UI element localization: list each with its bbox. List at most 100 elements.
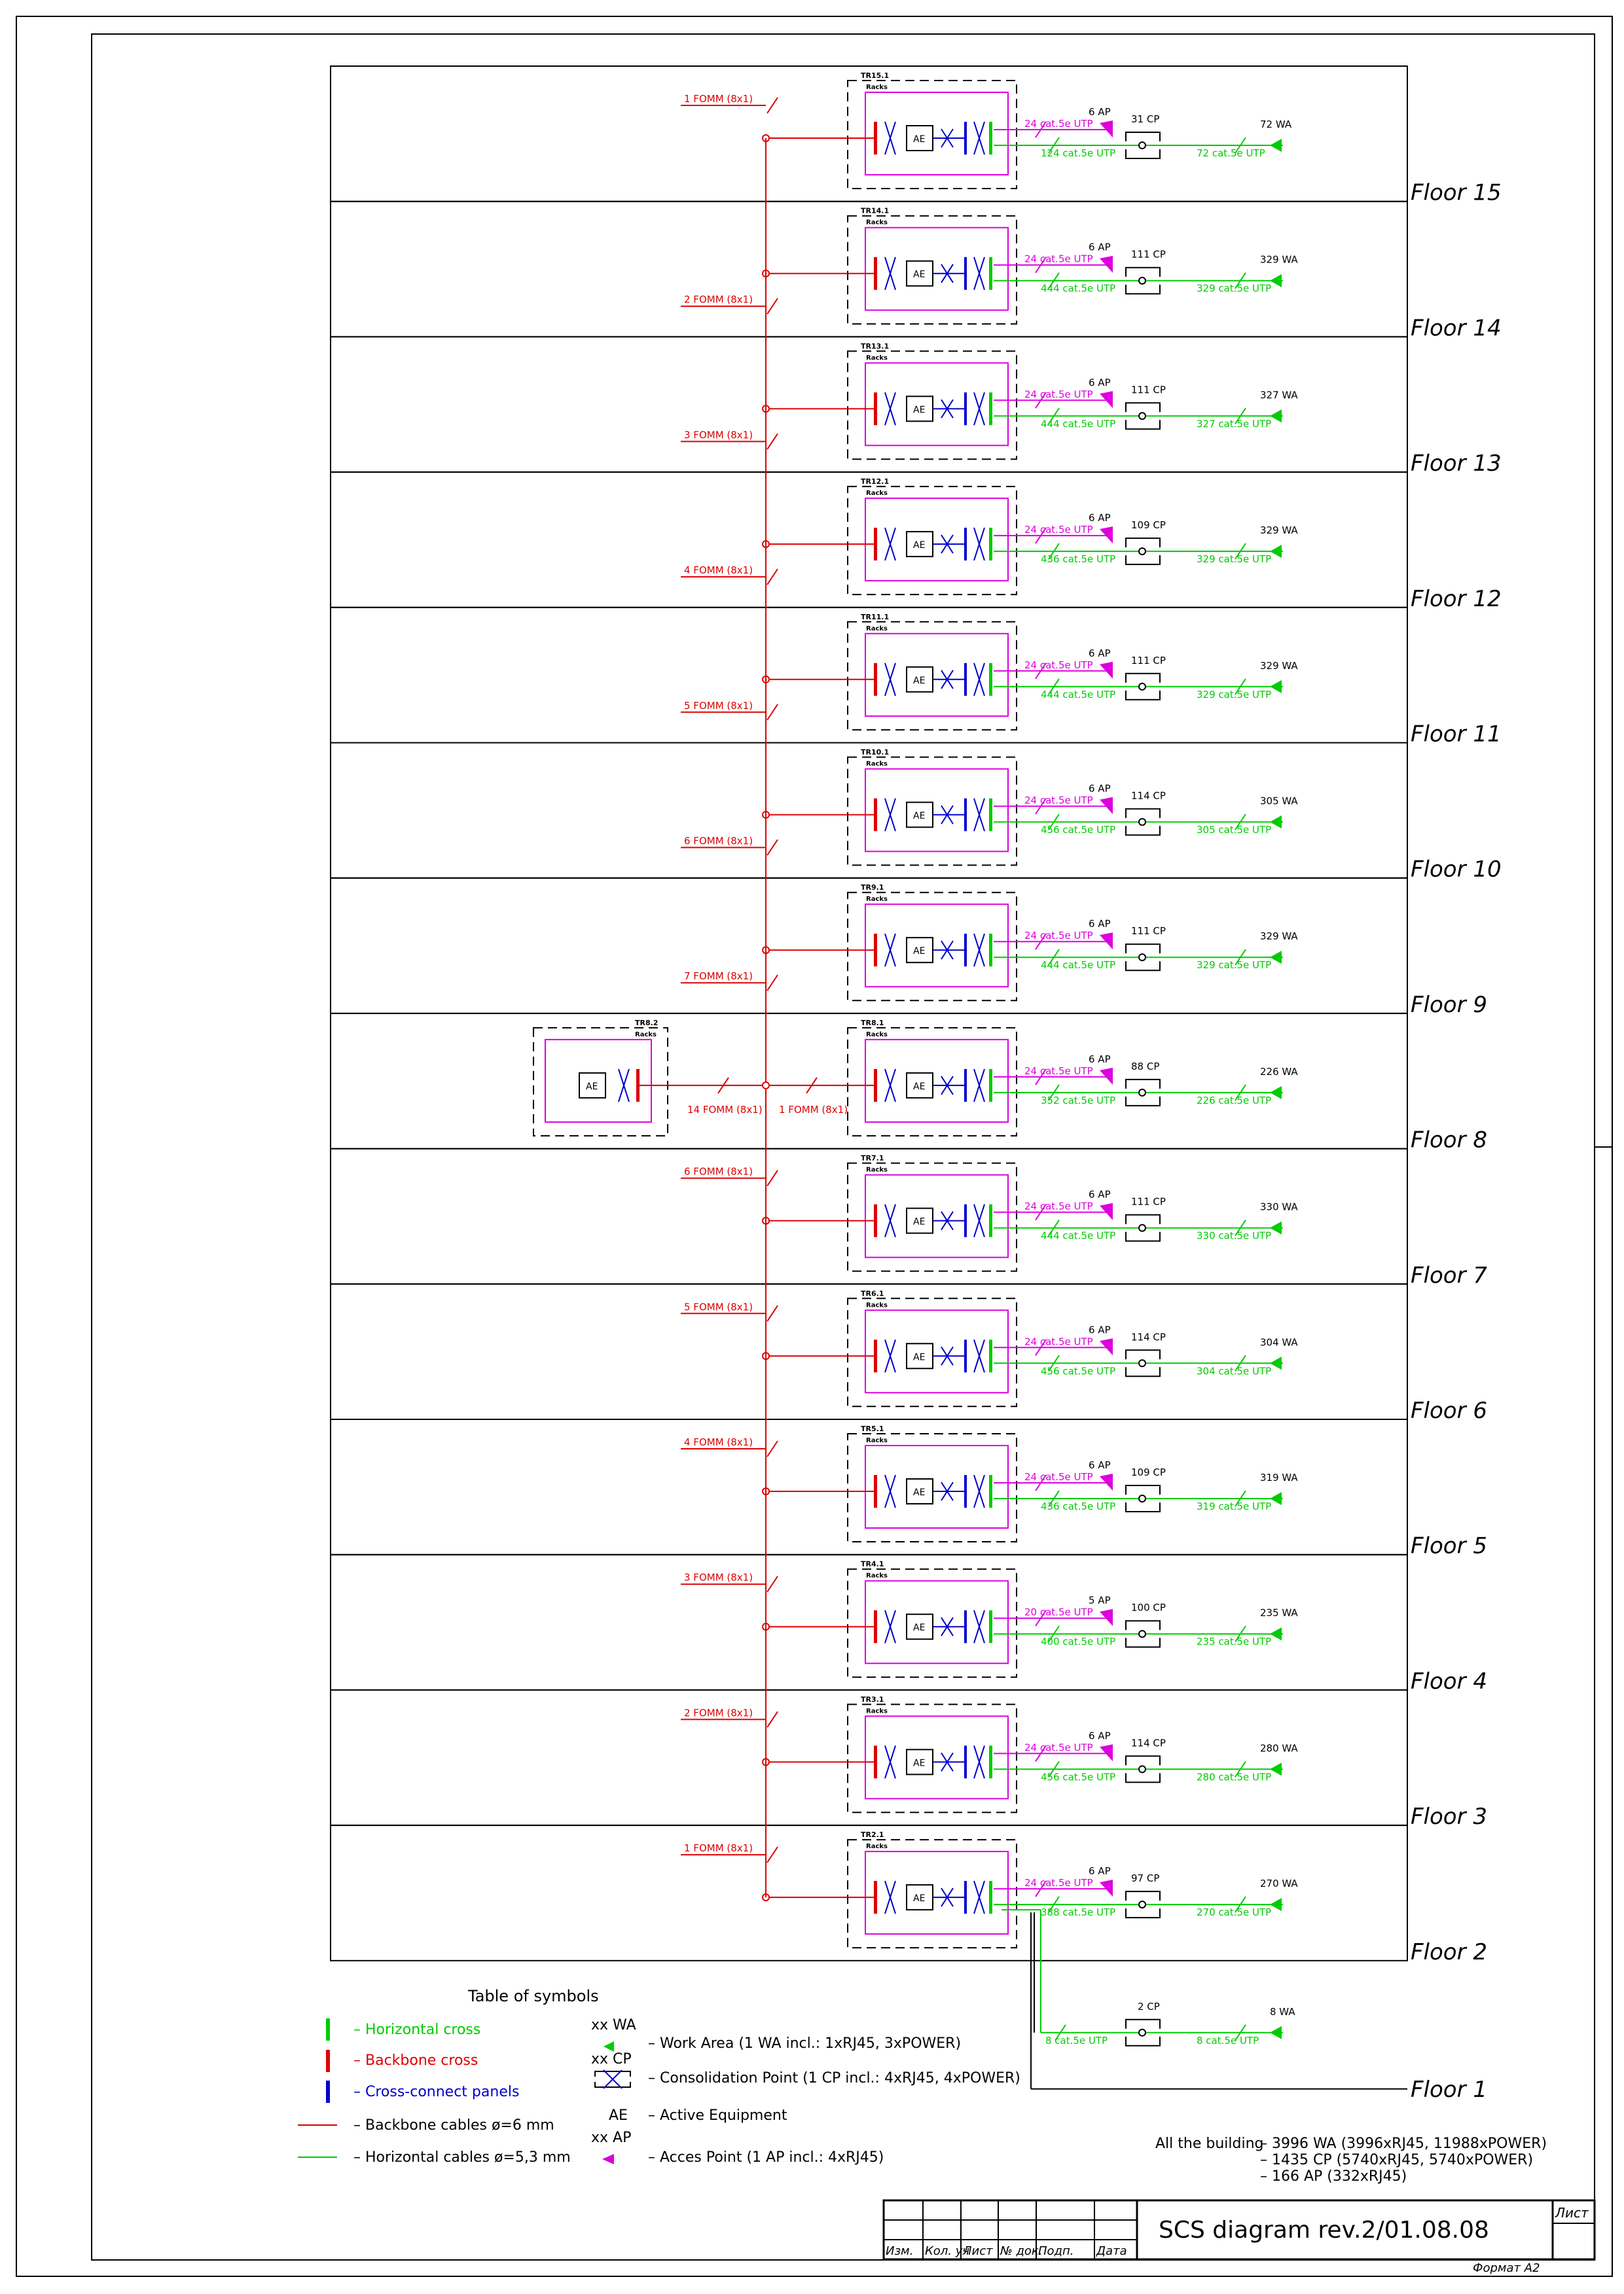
slash-mark bbox=[1048, 1220, 1060, 1237]
legend-backbone-cross: – Backbone cross bbox=[353, 2052, 478, 2069]
cross-connect-x-left-b bbox=[884, 1880, 896, 1914]
cp-circle-icon bbox=[1138, 682, 1146, 691]
tr-dashed-box bbox=[847, 1703, 1017, 1813]
floor-1: Floor 1 8 cat.5e UTP 2 CP 8 cat.5e UTP 8 WA bbox=[1001, 1909, 1487, 2103]
cp-bracket-icon bbox=[1125, 132, 1161, 159]
wa-triangle-icon bbox=[1270, 545, 1282, 558]
cross-connect-x-right bbox=[973, 1204, 985, 1237]
horizontal-cable-label: 444 cat.5e UTP bbox=[1041, 283, 1115, 295]
cross-connect-x-right bbox=[973, 1880, 985, 1914]
cp-count: 109 CP bbox=[1131, 519, 1166, 531]
wa-cable-label: 329 cat.5e UTP bbox=[1197, 553, 1271, 565]
wa-cable-label: 305 cat.5e UTP bbox=[1197, 824, 1271, 836]
rack-box bbox=[865, 92, 1009, 175]
wa-triangle-icon bbox=[1270, 274, 1282, 287]
floor-label: Floor 15 bbox=[1411, 180, 1502, 206]
fiber-label: 6 FOMM (8x1) bbox=[684, 1166, 753, 1178]
patch-x bbox=[941, 399, 954, 418]
wa-count: 329 WA bbox=[1260, 524, 1298, 536]
fiber-label: 1 FOMM (8x1) bbox=[684, 1842, 753, 1854]
cp-count: 111 CP bbox=[1131, 655, 1166, 666]
floor-label: Floor 8 bbox=[1411, 1127, 1487, 1154]
cross-connect-x-left-b bbox=[884, 1339, 896, 1373]
wa-triangle-icon bbox=[1270, 951, 1282, 964]
slash-mark bbox=[1035, 121, 1047, 138]
fiber-slash bbox=[767, 568, 778, 585]
cross-connect-x-right-b bbox=[973, 121, 985, 155]
main-racks-label: Racks bbox=[635, 1031, 657, 1038]
horizontal-cross-bar bbox=[989, 663, 992, 696]
tr-dashed-box bbox=[847, 1298, 1017, 1408]
horizontal-cable-label: 444 cat.5e UTP bbox=[1041, 1230, 1115, 1242]
ae-text: AE bbox=[913, 946, 925, 956]
tr-dashed-box bbox=[847, 350, 1017, 460]
cross-connect-x-right bbox=[973, 798, 985, 831]
cross-connect-x-right-b bbox=[973, 1880, 985, 1914]
fiber-slash bbox=[767, 704, 778, 721]
fiber-label: 5 FOMM (8x1) bbox=[684, 1301, 753, 1313]
slash-mark bbox=[1235, 1084, 1246, 1101]
tr-dashed-box bbox=[847, 756, 1017, 866]
cross-connect-x-right-b bbox=[973, 392, 985, 426]
patch-x-b bbox=[941, 1346, 954, 1366]
slash-mark bbox=[1048, 678, 1060, 695]
cross-connect-panel-bar bbox=[964, 934, 967, 967]
ap-count: 6 AP bbox=[1089, 106, 1111, 118]
slash-mark bbox=[1235, 813, 1246, 831]
cross-connect-x-left bbox=[884, 1474, 896, 1508]
cp-bracket-icon bbox=[1125, 943, 1161, 972]
floor1-wa-cable: 8 cat.5e UTP bbox=[1197, 2035, 1259, 2047]
ap-count: 6 AP bbox=[1089, 1730, 1111, 1741]
ae-box bbox=[906, 1613, 933, 1640]
cp-count: 114 CP bbox=[1131, 790, 1166, 802]
ap-cable-label: 24 cat.5e UTP bbox=[1024, 930, 1093, 941]
cp-count: 100 CP bbox=[1131, 1602, 1166, 1614]
fiber-slash bbox=[767, 1170, 778, 1187]
wa-triangle-icon bbox=[1270, 139, 1282, 152]
main-cross-x bbox=[618, 1068, 630, 1102]
fiber-label: 2 FOMM (8x1) bbox=[684, 1707, 753, 1719]
ae-box bbox=[906, 1343, 933, 1370]
title-block-col-label: Дата bbox=[1096, 2244, 1127, 2258]
slash-mark bbox=[1035, 933, 1047, 950]
cross-connect-x-left-b bbox=[884, 663, 896, 697]
cp-bracket-icon bbox=[1125, 808, 1161, 836]
tr-dashed-box bbox=[847, 215, 1017, 325]
ap-cable-label: 24 cat.5e UTP bbox=[1024, 1741, 1093, 1753]
backbone-cross-bar bbox=[874, 934, 877, 967]
slash-mark bbox=[1235, 543, 1246, 560]
tr-dashed-box bbox=[847, 80, 1017, 189]
rack-box bbox=[865, 903, 1009, 988]
cp-count: 88 CP bbox=[1131, 1061, 1159, 1072]
ae-text: AE bbox=[913, 270, 925, 280]
fiber-label: 5 FOMM (8x1) bbox=[684, 700, 753, 712]
fiber-label: 7 FOMM (8x1) bbox=[684, 970, 753, 982]
backbone-cross-bar bbox=[874, 1339, 877, 1373]
cross-connect-x-right bbox=[973, 1474, 985, 1508]
slash-mark bbox=[1035, 663, 1047, 680]
wa-cable-label: 329 cat.5e UTP bbox=[1197, 689, 1271, 701]
horizontal-cable-label: 456 cat.5e UTP bbox=[1041, 1365, 1115, 1377]
cp-count: 111 CP bbox=[1131, 1196, 1166, 1208]
tr-label: TR4.1 bbox=[861, 1560, 884, 1569]
horizontal-cross-bar bbox=[989, 1745, 992, 1779]
floor1-wa-triangle-icon bbox=[1270, 2026, 1282, 2039]
ap-count: 6 AP bbox=[1089, 783, 1111, 795]
cross-connect-x-right bbox=[973, 392, 985, 426]
floor-label: Floor 10 bbox=[1411, 856, 1502, 883]
wa-cable-label: 280 cat.5e UTP bbox=[1197, 1771, 1271, 1783]
title-block-frame bbox=[882, 2199, 1596, 2261]
cp-circle-icon bbox=[1138, 276, 1146, 285]
cross-connect-x-right bbox=[973, 663, 985, 697]
cp-circle-icon bbox=[1138, 1901, 1146, 1909]
slash-mark bbox=[1035, 1880, 1047, 1897]
rack-box bbox=[865, 1715, 1009, 1800]
wa-cable-label: 327 cat.5e UTP bbox=[1197, 418, 1271, 429]
wa-count: 305 WA bbox=[1260, 795, 1298, 807]
cross-connect-x-left bbox=[884, 1068, 896, 1102]
slash-mark bbox=[1035, 1339, 1047, 1356]
